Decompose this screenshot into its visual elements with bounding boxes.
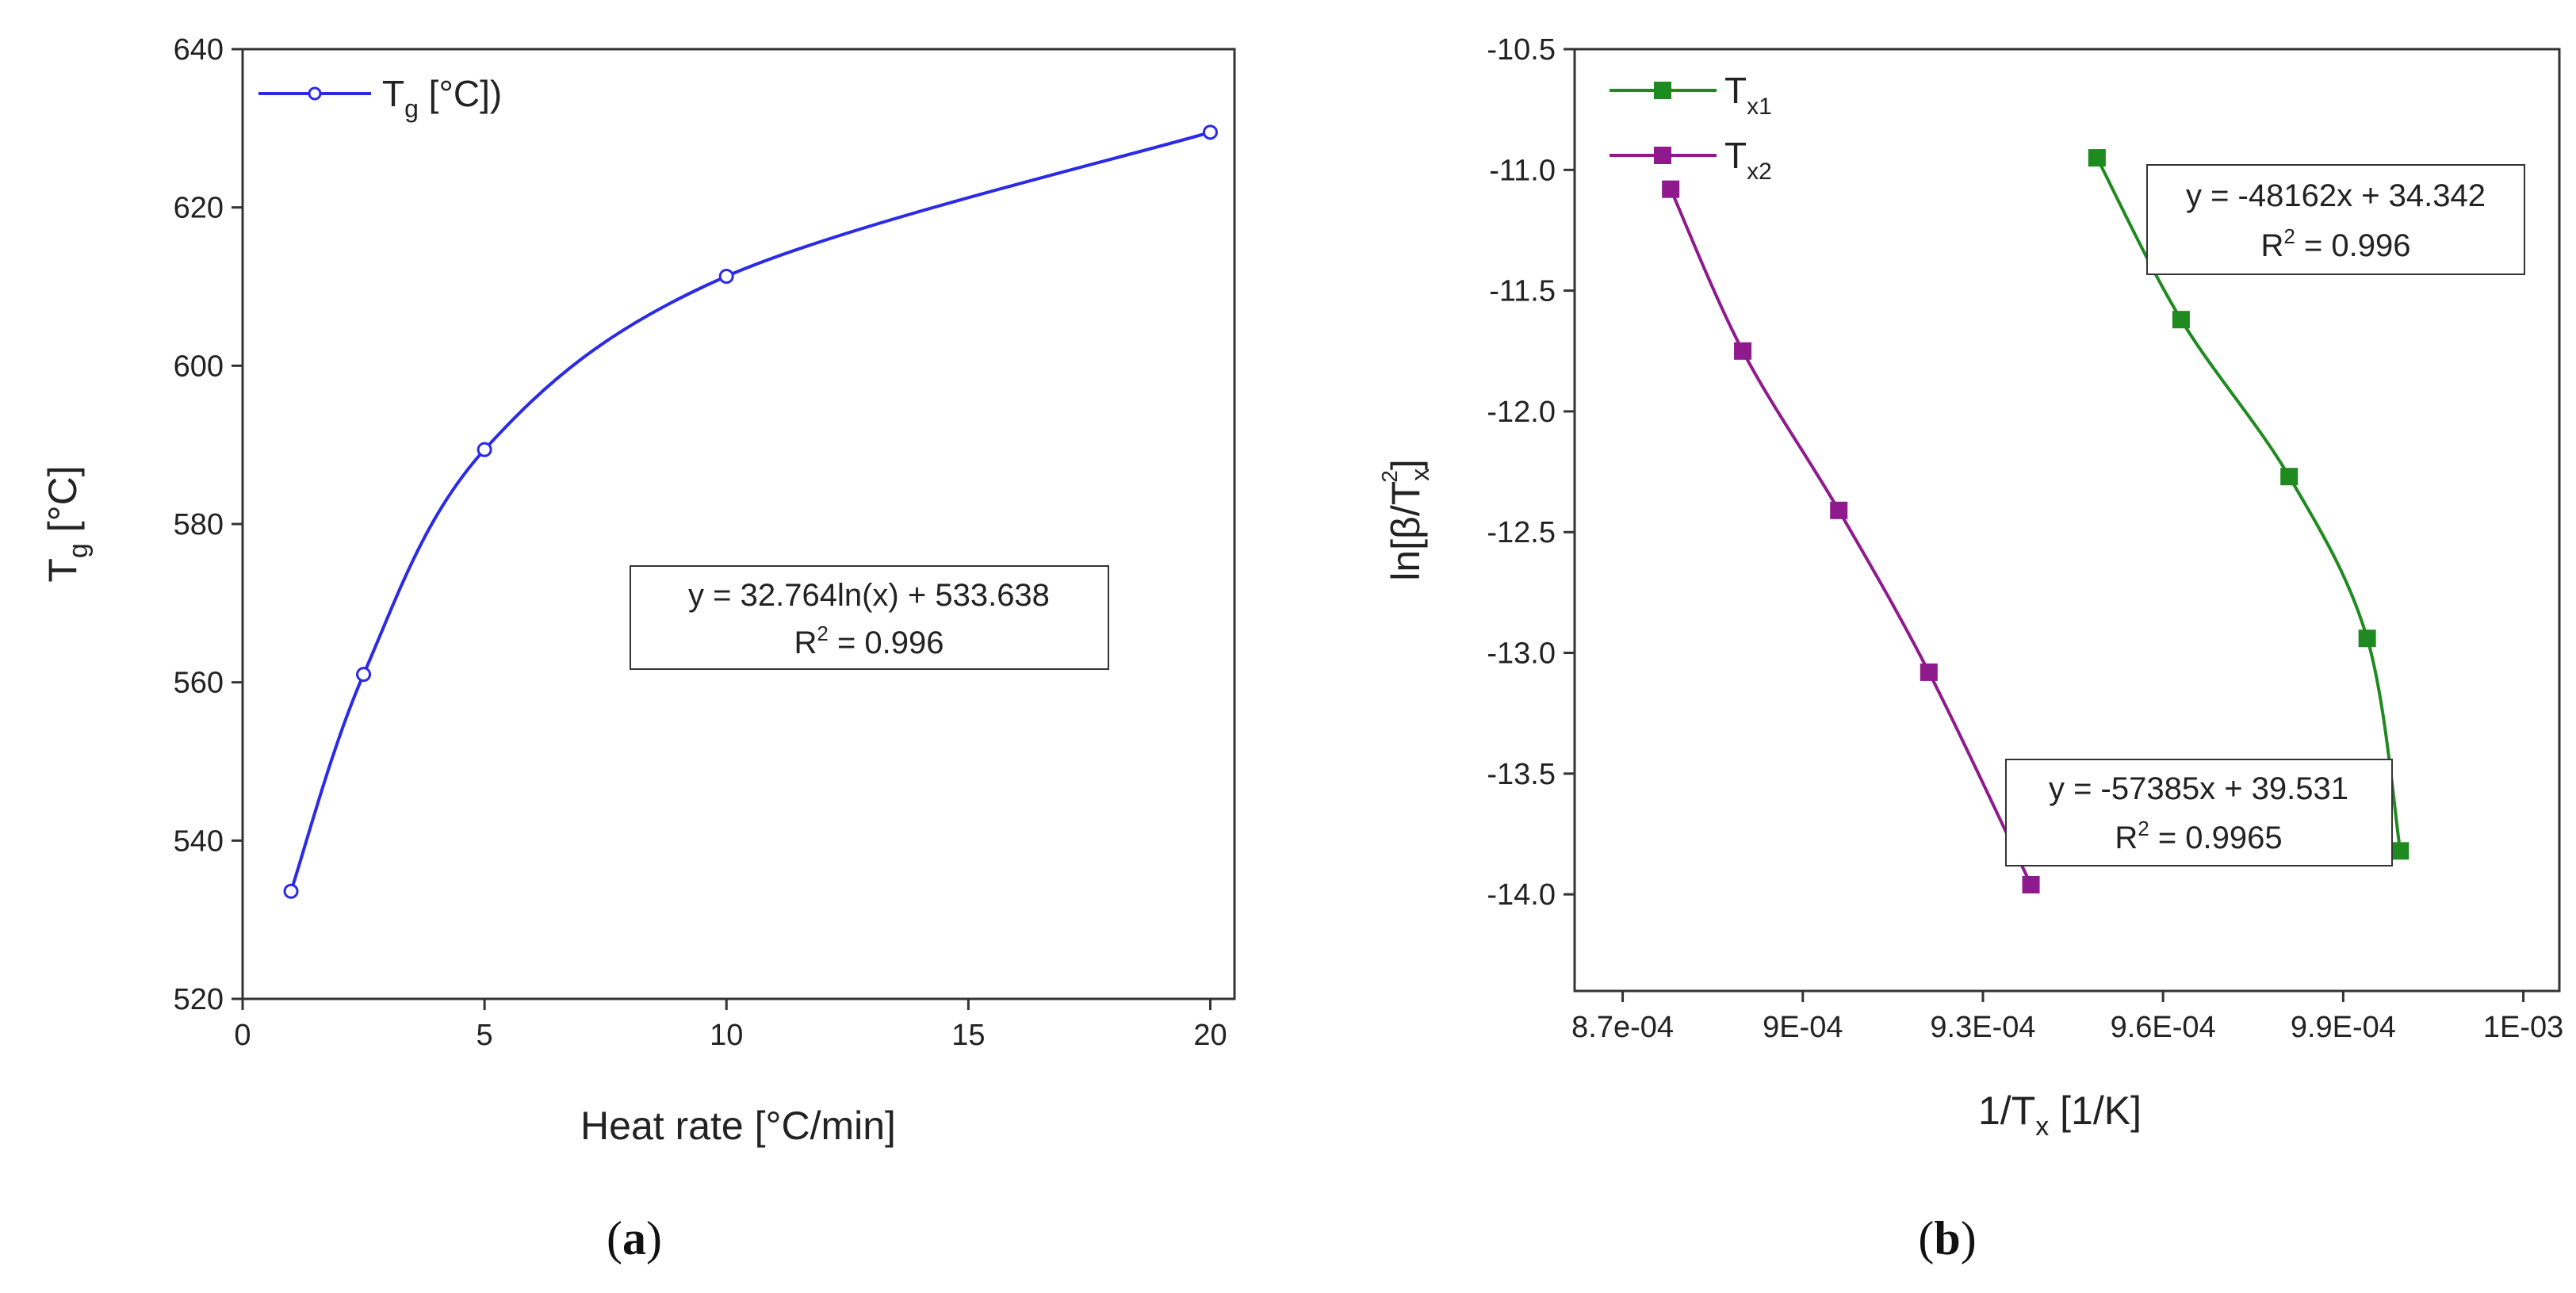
data-point (1734, 342, 1752, 360)
annotation-box-a (630, 565, 1109, 670)
x-tick-label: 9E-04 (1763, 1011, 1843, 1044)
y-tick-label: 560 (174, 667, 224, 700)
legend-label-tx2: Tx2 (1724, 135, 1772, 185)
data-point (1202, 124, 1218, 140)
y-tick-label: 520 (174, 983, 224, 1016)
x-tick-label: 8.7e-04 (1571, 1011, 1674, 1044)
ticks-a: 0 5 10 15 20 520 540 560 580 600 620 640 (174, 33, 1227, 1052)
y-tick-label: -10.5 (1487, 33, 1556, 67)
y-tick-label: 540 (174, 824, 224, 858)
chart-panel-a: 0 5 10 15 20 520 540 560 580 600 620 640 Tg [°C]) y… (40, 33, 1236, 1264)
panel-label-a: (a) (607, 1212, 662, 1264)
data-point (2022, 875, 2040, 893)
ticks-b: 8.7e-04 9E-04 9.3E-04 9.6E-04 9.9E-04 1E-03 -1… (1487, 33, 2563, 1044)
series-a (283, 124, 1218, 899)
x-tick-label: 0 (234, 1019, 251, 1052)
data-point (2358, 629, 2376, 648)
legend-marker-tx1 (1654, 82, 1671, 99)
data-point (1920, 663, 1938, 681)
y-tick-label: -11.5 (1489, 275, 1556, 308)
series-line-tgc (289, 130, 1211, 892)
legend-b: Tx1 Tx2 (1610, 70, 1772, 185)
y-tick-label: -11.0 (1489, 154, 1556, 187)
data-point (477, 442, 492, 457)
data-point (283, 883, 299, 899)
x-axis-title-a: Heat rate [°C/min] (580, 1104, 896, 1148)
legend-label-tg: Tg [°C]) (382, 73, 502, 123)
y-tick-label: 580 (174, 508, 224, 541)
y-axis-title-a: Tg [°C] (40, 465, 94, 582)
annotation-a: y = 32.764ln(x) + 533.638 R2 = 0.996 (630, 565, 1109, 670)
y-tick-label: 640 (174, 33, 224, 67)
data-point (2280, 468, 2298, 486)
annotation-r2-b-tx1: R2 = 0.996 (2260, 224, 2410, 263)
y-tick-label: -12.0 (1487, 396, 1556, 429)
data-point (718, 269, 734, 285)
x-tick-label: 15 (951, 1019, 985, 1052)
annotation-r2-a: R2 = 0.996 (794, 622, 944, 660)
annotation-equation-a: y = 32.764ln(x) + 533.638 (688, 578, 1050, 613)
y-tick-label: -13.5 (1487, 758, 1556, 791)
x-tick-label: 1E-03 (2483, 1011, 2563, 1044)
chart-panel-b: 8.7e-04 9E-04 9.3E-04 9.6E-04 9.9E-04 1E-03 -1… (1377, 33, 2563, 1264)
x-tick-label: 9.6E-04 (2111, 1011, 2216, 1044)
data-point (2172, 311, 2190, 329)
plot-area-b (1573, 48, 2561, 993)
annotation-equation-b-tx1: y = -48162x + 34.342 (2186, 178, 2486, 213)
y-tick-label: -14.0 (1487, 878, 1556, 912)
annotation-box-b-tx1 (2146, 164, 2525, 275)
data-point (1662, 180, 1680, 198)
x-tick-label: 10 (710, 1019, 743, 1052)
annotation-r2-b-tx2: R2 = 0.9965 (2115, 817, 2282, 855)
legend-a: Tg [°C]) (258, 73, 502, 123)
y-axis-title-b: ln[β/Tx2] (1377, 459, 1434, 581)
annotation-box-b-tx2 (2005, 759, 2393, 866)
legend-marker-tg (308, 86, 322, 101)
x-tick-label: 5 (477, 1019, 493, 1052)
annotation-b-tx1: y = -48162x + 34.342 R2 = 0.996 (2146, 164, 2525, 275)
x-tick-label: 9.9E-04 (2291, 1011, 2396, 1044)
legend-marker-tx2 (1654, 147, 1671, 164)
y-tick-label: 620 (174, 192, 224, 225)
x-tick-label: 9.3E-04 (1930, 1011, 2035, 1044)
y-tick-label: 600 (174, 350, 224, 383)
x-axis-title-b: 1/Tx [1/K] (1978, 1088, 2142, 1142)
y-tick-label: -12.5 (1487, 516, 1556, 549)
data-point (2088, 149, 2106, 167)
data-point (1830, 501, 1848, 519)
data-point (356, 667, 372, 683)
x-tick-label: 20 (1193, 1019, 1227, 1052)
legend-label-tx1: Tx1 (1724, 70, 1772, 120)
series-line-tx2 (1669, 188, 2033, 886)
annotation-b-tx2: y = -57385x + 39.531 R2 = 0.9965 (2005, 759, 2393, 866)
annotation-equation-b-tx2: y = -57385x + 39.531 (2049, 771, 2348, 806)
plot-area-a (241, 48, 1236, 1000)
y-tick-label: -13.0 (1487, 637, 1556, 671)
panel-label-b: (b) (1918, 1212, 1976, 1264)
data-point (2391, 842, 2409, 860)
